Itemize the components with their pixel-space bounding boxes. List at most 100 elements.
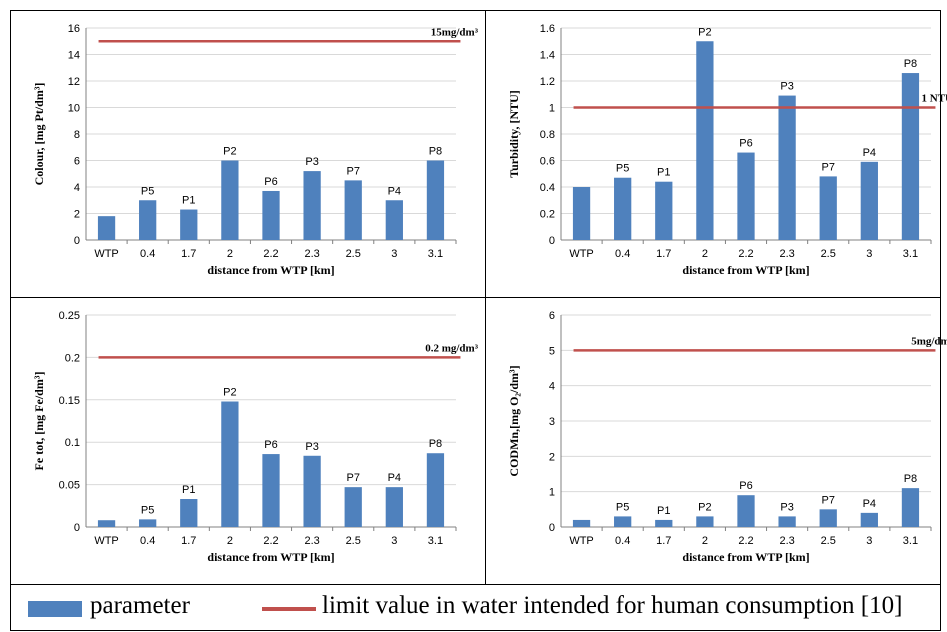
x-tick-label: WTP (569, 248, 593, 260)
point-label: P1 (182, 195, 195, 207)
point-label: P8 (904, 58, 917, 70)
x-tick-label: 3.1 (903, 535, 918, 547)
point-label: P7 (346, 165, 359, 177)
y-tick-label: 0.25 (59, 310, 80, 322)
y-tick-label: 3 (549, 416, 555, 428)
x-tick-label: 3 (391, 248, 397, 260)
bar (139, 519, 157, 527)
x-tick-label: 2.2 (738, 535, 753, 547)
point-label: P8 (429, 438, 442, 450)
point-label: P6 (739, 138, 752, 150)
y-tick-label: 12 (68, 76, 80, 88)
x-tick-label: 1.7 (181, 248, 196, 260)
bar (901, 73, 920, 240)
limit-label: 15mg/dm³ (431, 26, 479, 38)
bar (737, 495, 755, 527)
chart-svg: 0 2 4 6 8 10 12 14 16 WTP 0.4 P5 1.7 P1 2 P2 2.2 P6 2.3 P3 2… (32, 23, 479, 277)
chart-svg: 0 1 2 3 4 5 6 WTP 0.4 P5 1.7 P1 2 P2 2.2 P6 2.3 P3 2.5 P7 3 P… (507, 310, 947, 564)
bar (696, 516, 714, 527)
x-axis-label: distance from WTP [km] (207, 550, 334, 564)
x-tick-label: 3.1 (428, 248, 443, 260)
x-tick-label: 2.3 (779, 535, 794, 547)
bar (860, 512, 878, 527)
bar (860, 161, 878, 240)
y-tick-label: 1 (549, 103, 555, 115)
y-axis-label: CODMn,[mg O₂/dm³] (507, 365, 521, 476)
chart-svg: 0 0.2 0.4 0.6 0.8 1 1.2 1.4 1.6 WTP 0.4 P5 1.7 P1 2 P2 2… (507, 23, 947, 277)
point-label: P2 (698, 501, 711, 513)
y-tick-label: 10 (68, 103, 80, 115)
bar (385, 487, 403, 527)
point-label: P1 (182, 484, 195, 496)
colour-chart-panel: 0 2 4 6 8 10 12 14 16 WTP 0.4 P5 1.7 P1 2 P2 2.2 P6 2.3 P3 2… (11, 11, 484, 296)
bar (303, 171, 321, 240)
bar (572, 187, 591, 240)
y-tick-label: 1.6 (540, 23, 555, 35)
point-label: P3 (305, 156, 318, 168)
y-tick-label: 0 (74, 522, 80, 534)
x-tick-label: 1.7 (656, 535, 671, 547)
y-tick-label: 0.4 (540, 182, 555, 194)
x-tick-label: 2.3 (304, 248, 319, 260)
bar (139, 200, 157, 240)
cod-chart-panel: 0 1 2 3 4 5 6 WTP 0.4 P5 1.7 P1 2 P2 2.2 P6 2.3 P3 2.5 P7 3 P… (486, 298, 947, 583)
x-tick-label: 0.4 (140, 248, 155, 260)
legend-bar-swatch (28, 601, 82, 617)
bar (426, 160, 445, 240)
point-label: P7 (821, 161, 834, 173)
bar (262, 190, 280, 240)
point-label: P5 (616, 501, 629, 513)
y-tick-label: 0.2 (65, 352, 80, 364)
bar (655, 519, 673, 527)
bar (180, 499, 198, 527)
point-label: P1 (657, 167, 670, 179)
y-tick-label: 16 (68, 23, 80, 35)
x-tick-label: 3 (866, 248, 872, 260)
x-axis-label: distance from WTP [km] (207, 263, 334, 277)
point-label: P2 (223, 386, 236, 398)
point-label: P5 (141, 185, 154, 197)
point-label: P6 (264, 439, 277, 451)
panel-divider-horizontal (10, 297, 941, 298)
x-tick-label: 0.4 (140, 535, 155, 547)
bar (221, 160, 239, 240)
chart-svg: 0 0.05 0.1 0.15 0.2 0.25 WTP 0.4 P5 1.7 P1 2 P2 2.2 P6… (32, 310, 479, 564)
point-label: P4 (863, 147, 876, 159)
legend: parameter limit value in water intended … (10, 584, 941, 631)
x-tick-label: 1.7 (181, 535, 196, 547)
y-tick-label: 0.05 (59, 480, 80, 492)
bar (614, 177, 632, 240)
bar (426, 453, 445, 527)
x-axis-label: distance from WTP [km] (682, 263, 809, 277)
x-tick-label: 3 (391, 535, 397, 547)
point-label: P3 (780, 81, 793, 93)
limit-label: 0.2 mg/dm³ (425, 342, 479, 354)
bar (696, 41, 714, 240)
x-tick-label: 0.4 (615, 535, 630, 547)
point-label: P4 (863, 498, 876, 510)
y-tick-label: 2 (549, 451, 555, 463)
point-label: P5 (616, 163, 629, 175)
point-label: P6 (739, 480, 752, 492)
point-label: P1 (657, 505, 670, 517)
x-tick-label: 2.5 (346, 248, 361, 260)
point-label: P6 (264, 176, 277, 188)
bar (778, 95, 796, 240)
x-tick-label: 3 (866, 535, 872, 547)
y-tick-label: 0.2 (540, 209, 555, 221)
y-axis-label: Colour, [mg Pt/dm³] (32, 83, 46, 186)
bar (97, 216, 116, 240)
y-tick-label: 4 (74, 182, 80, 194)
bar (819, 176, 837, 240)
x-tick-label: 2.3 (304, 535, 319, 547)
y-tick-label: 8 (74, 129, 80, 141)
bar (262, 454, 280, 527)
y-tick-label: 14 (68, 50, 80, 62)
x-tick-label: 2 (227, 535, 233, 547)
x-tick-label: 2 (702, 248, 708, 260)
bar (901, 488, 920, 527)
point-label: P8 (904, 473, 917, 485)
x-tick-label: 2.5 (821, 248, 836, 260)
legend-line-swatch (262, 607, 316, 611)
y-axis-label: Turbidity, [NTU] (507, 90, 521, 178)
